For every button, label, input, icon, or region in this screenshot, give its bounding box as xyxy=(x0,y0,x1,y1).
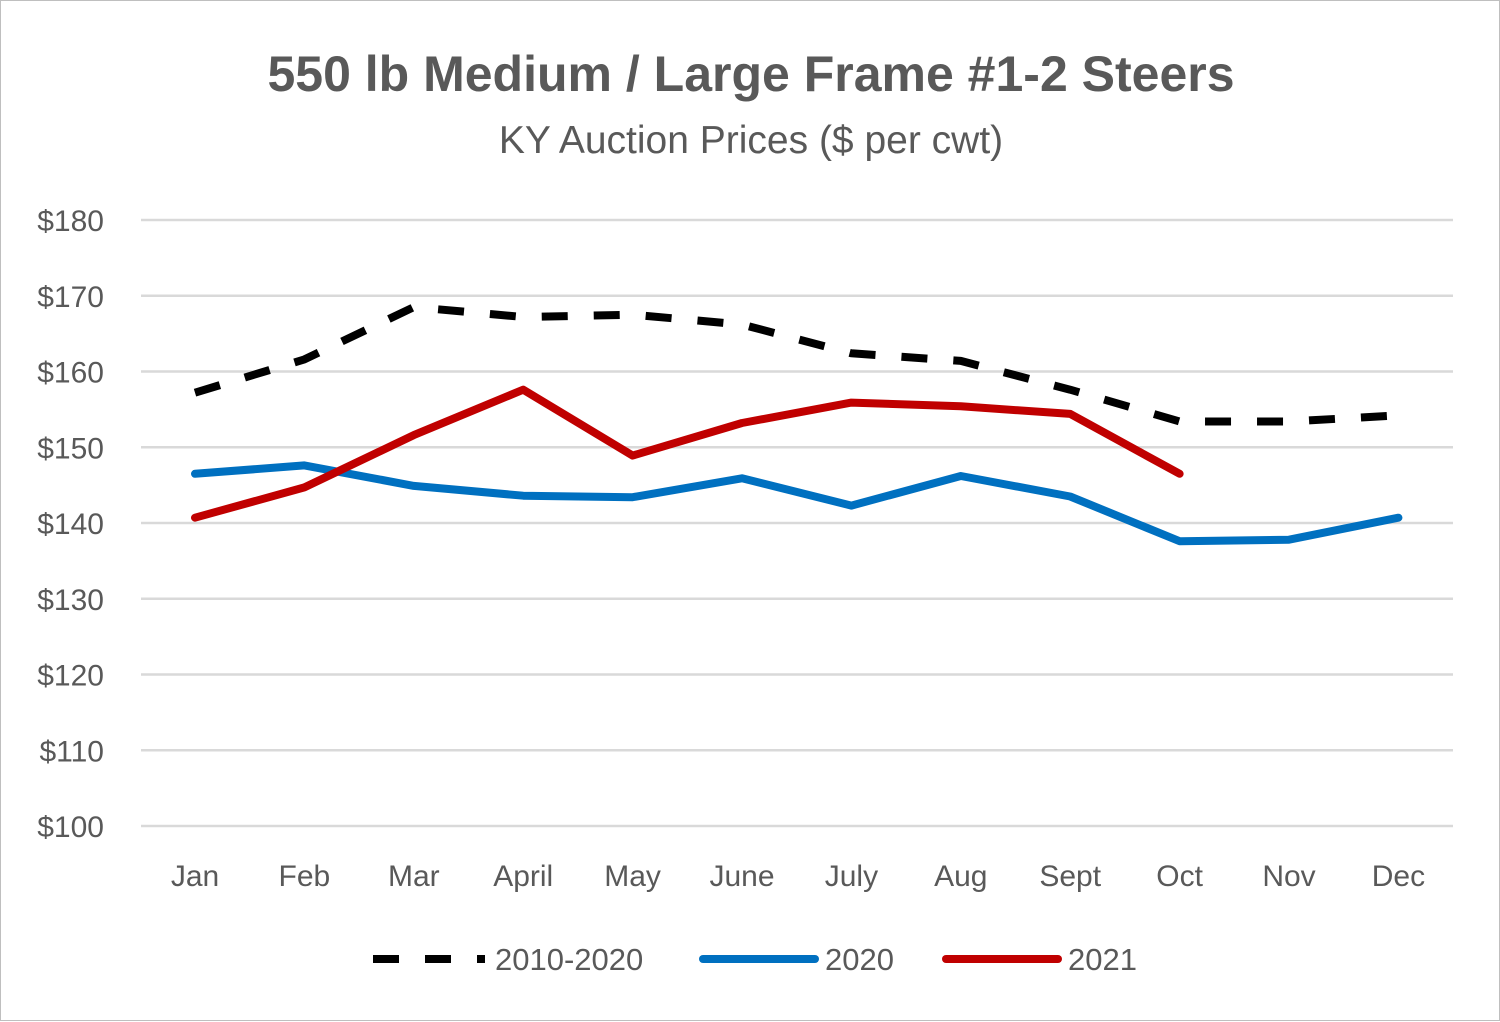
y-axis-tick-labels: $100 $110 $120 $130 $140 $150 $160 $170 $180 xyxy=(37,205,104,844)
x-tick-label: Oct xyxy=(1156,860,1203,893)
y-tick-label: $140 xyxy=(37,508,104,541)
y-tick-label: $120 xyxy=(37,660,104,693)
y-tick-label: $150 xyxy=(37,432,104,465)
series-line-2021 xyxy=(191,385,1184,522)
chart-subtitle: KY Auction Prices ($ per cwt) xyxy=(499,119,1003,162)
y-tick-label: $160 xyxy=(37,357,104,390)
legend: 2010-2020 2020 2021 xyxy=(373,942,1137,977)
x-tick-label: Sept xyxy=(1039,860,1101,893)
y-tick-label: $130 xyxy=(37,584,104,617)
series-lines xyxy=(191,303,1403,546)
legend-label-2021: 2021 xyxy=(1068,942,1137,977)
legend-label-2010-2020: 2010-2020 xyxy=(495,942,643,977)
y-tick-label: $110 xyxy=(39,735,104,768)
x-axis-tick-labels: Jan Feb Mar April May June July Aug Sept Oct Nov De… xyxy=(171,860,1425,893)
x-tick-label: Aug xyxy=(934,860,987,893)
x-tick-label: Jan xyxy=(171,860,219,893)
x-tick-label: Dec xyxy=(1372,860,1425,893)
x-tick-label: Nov xyxy=(1262,860,1315,893)
legend-label-2020: 2020 xyxy=(825,942,894,977)
y-tick-label: $100 xyxy=(37,811,104,844)
chart-title: 550 lb Medium / Large Frame #1-2 Steers xyxy=(267,46,1234,102)
series-line-2010-2020 xyxy=(193,303,1399,426)
x-tick-label: April xyxy=(493,860,553,893)
x-tick-label: July xyxy=(825,860,878,893)
x-tick-label: Feb xyxy=(279,860,331,893)
x-tick-label: June xyxy=(709,860,774,893)
x-tick-label: Mar xyxy=(388,860,440,893)
series-line-2020 xyxy=(191,461,1403,546)
y-tick-label: $180 xyxy=(37,205,104,238)
y-tick-label: $170 xyxy=(37,281,104,314)
gridlines xyxy=(141,218,1453,828)
x-tick-label: May xyxy=(604,860,661,893)
